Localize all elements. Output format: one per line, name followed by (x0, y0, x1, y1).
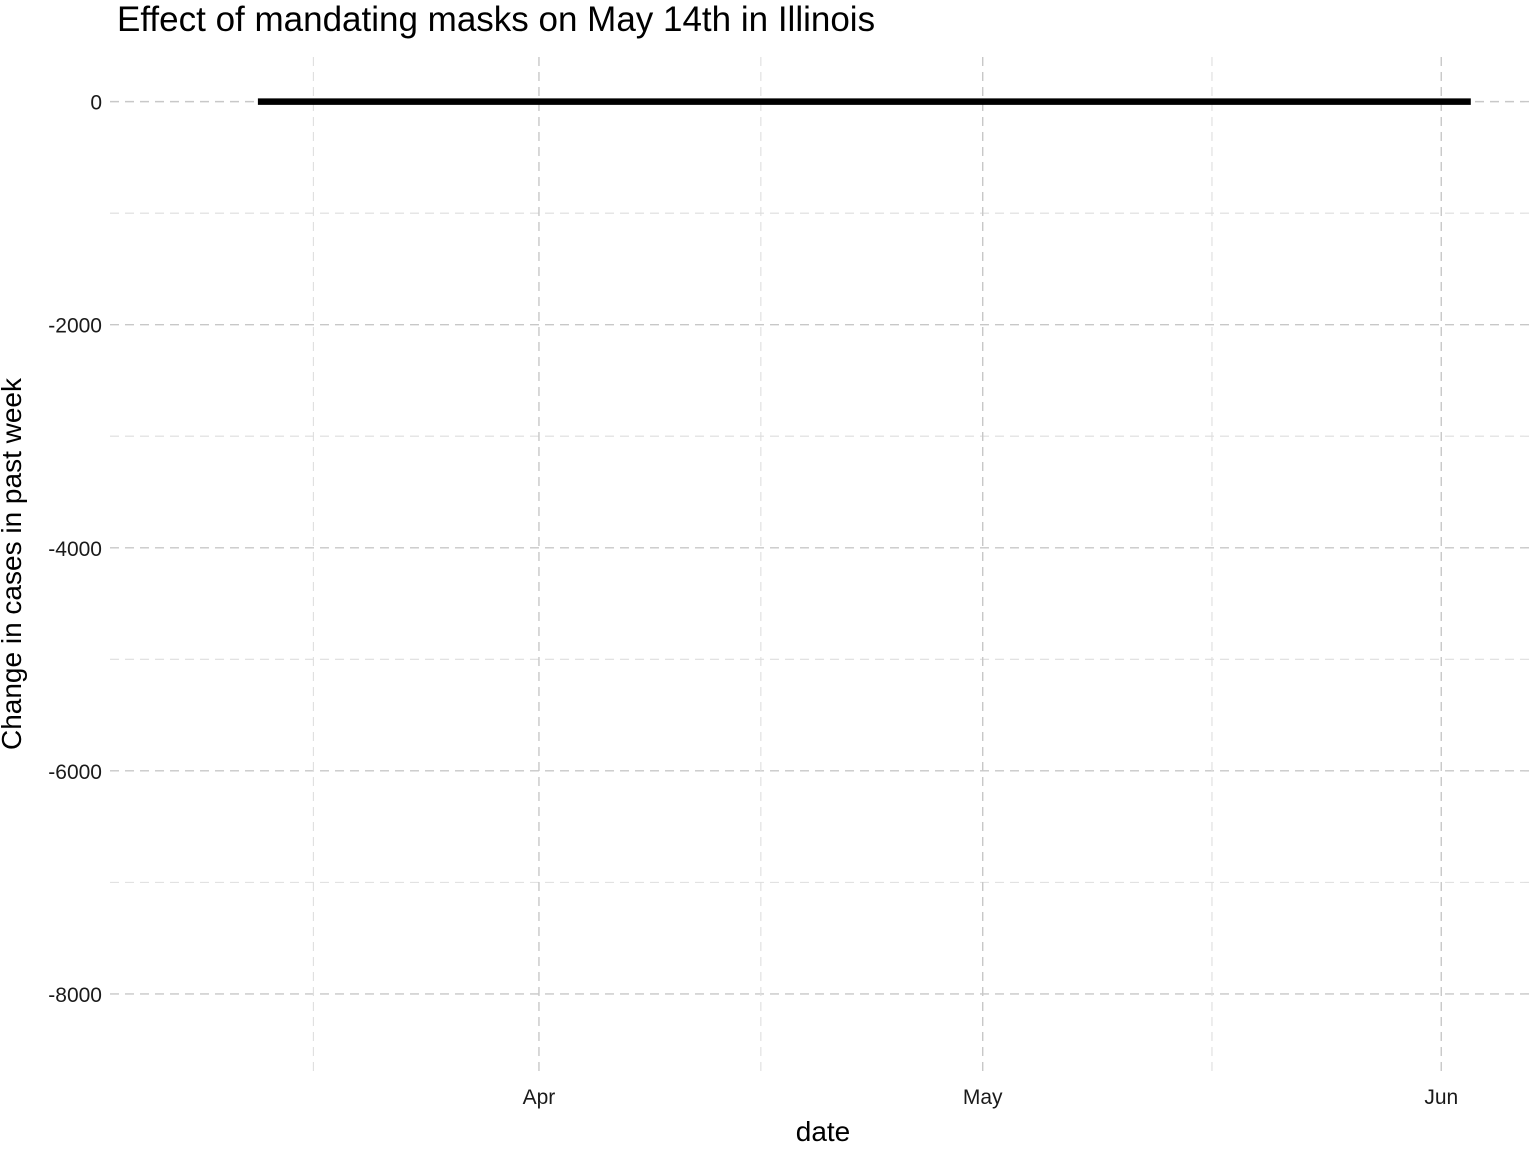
y-tick-label: 0 (90, 92, 102, 115)
y-axis-ticks: 0 -2000 -4000 -6000 -8000 (48, 92, 102, 1007)
y-tick-label: -8000 (48, 984, 102, 1007)
y-axis-title: Change in cases in past week (0, 377, 27, 750)
x-axis-title: date (796, 1116, 851, 1147)
chart-title: Effect of mandating masks on May 14th in… (117, 0, 875, 39)
y-tick-label: -2000 (48, 315, 102, 338)
x-tick-label: May (963, 1086, 1003, 1109)
y-tick-label: -4000 (48, 538, 102, 561)
x-tick-label: Apr (523, 1086, 556, 1109)
x-axis-ticks: Apr May Jun (523, 1086, 1459, 1109)
grid (110, 57, 1530, 1072)
x-tick-label: Jun (1424, 1086, 1458, 1109)
y-tick-label: -6000 (48, 761, 102, 784)
